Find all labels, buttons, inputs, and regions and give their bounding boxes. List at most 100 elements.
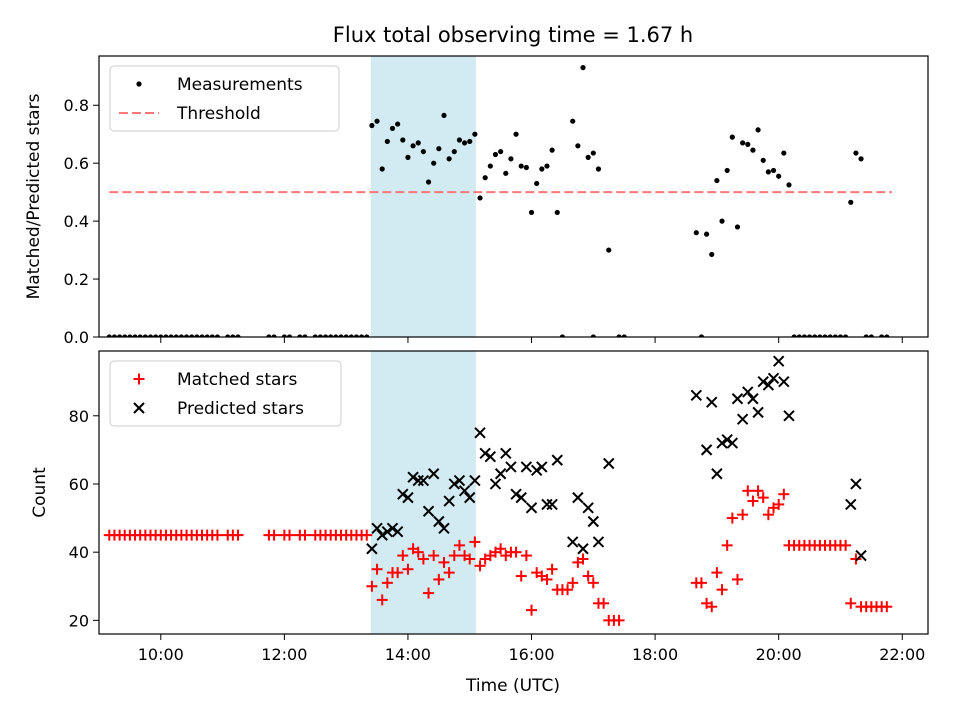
data-point <box>503 170 509 176</box>
data-point-b <box>541 498 553 511</box>
data-point <box>719 218 725 224</box>
data-point <box>590 150 596 156</box>
data-point-b <box>577 543 589 555</box>
data-point-b <box>855 549 867 562</box>
data-point <box>209 334 215 337</box>
legend-label: Threshold <box>176 104 261 124</box>
data-point <box>359 334 365 337</box>
data-point <box>863 334 869 337</box>
data-point-b <box>391 526 404 538</box>
data-point <box>757 375 769 388</box>
data-point <box>817 334 823 337</box>
legend: Measurements Threshold <box>109 65 340 132</box>
data-point <box>698 334 705 337</box>
data-point <box>801 334 808 337</box>
data-point <box>843 334 849 337</box>
series-matched-stars <box>103 485 893 626</box>
data-point <box>371 563 383 575</box>
data-point <box>153 334 159 337</box>
data-point <box>178 334 184 337</box>
data-point <box>562 584 574 596</box>
data-point-b <box>412 474 424 487</box>
data-point <box>116 334 123 337</box>
data-point <box>530 464 543 477</box>
data-point <box>760 157 766 163</box>
x-tick-label: 22:00 <box>879 645 925 664</box>
data-point <box>417 553 429 565</box>
axes-frame <box>98 55 929 338</box>
legend-label: Predicted stars <box>177 399 304 419</box>
data-point <box>592 536 605 548</box>
data-point <box>500 447 512 459</box>
data-point-b <box>458 485 471 497</box>
data-point <box>469 474 481 487</box>
data-point <box>472 131 478 137</box>
data-point <box>211 529 223 541</box>
data-point <box>328 334 334 337</box>
data-point <box>714 177 720 184</box>
data-point <box>397 488 409 500</box>
data-point <box>544 163 550 169</box>
data-point <box>194 334 200 337</box>
data-point-b <box>850 478 862 490</box>
data-point <box>487 163 493 169</box>
data-point <box>266 334 272 337</box>
data-point <box>770 167 777 174</box>
data-point <box>750 147 756 153</box>
data-point <box>837 334 844 337</box>
data-point <box>840 539 852 551</box>
data-point <box>603 457 615 470</box>
data-point-b <box>716 437 728 449</box>
data-point <box>284 529 296 541</box>
data-point <box>495 543 507 555</box>
data-point <box>850 478 862 490</box>
x-tick-label: 16:00 <box>508 645 554 664</box>
data-point-b <box>567 536 579 548</box>
data-point <box>441 112 447 118</box>
data-point <box>431 160 437 166</box>
data-point <box>111 334 118 337</box>
data-point <box>322 334 329 337</box>
data-point <box>606 247 612 253</box>
data-point <box>443 567 455 579</box>
data-point <box>415 140 421 146</box>
shaded-interval <box>370 56 476 337</box>
data-point <box>884 334 890 337</box>
data-point <box>742 485 754 497</box>
data-point <box>762 509 774 521</box>
data-point-b <box>736 413 749 425</box>
data-point <box>582 502 594 514</box>
data-point-b <box>371 522 383 535</box>
data-point-b <box>726 437 739 449</box>
data-point-b <box>690 389 702 402</box>
data-point <box>230 334 236 337</box>
data-point <box>508 156 514 162</box>
data-point <box>778 488 790 500</box>
data-point <box>474 427 486 439</box>
data-point <box>142 334 148 337</box>
data-point <box>183 334 190 337</box>
data-point <box>590 334 596 337</box>
data-point <box>271 334 277 337</box>
y-tick-label: 80 <box>69 407 89 426</box>
data-point <box>747 495 759 507</box>
data-point <box>498 148 504 155</box>
data-point <box>549 147 555 153</box>
data-point <box>400 137 406 143</box>
legend-symbol-b <box>133 402 145 414</box>
data-point <box>845 597 857 609</box>
data-point <box>580 64 586 71</box>
data-point <box>366 580 378 592</box>
data-point <box>386 522 399 535</box>
data-point-b <box>582 502 594 514</box>
data-point <box>389 125 396 132</box>
data-point <box>317 334 324 337</box>
data-point <box>438 522 450 535</box>
data-point <box>572 491 584 504</box>
y-axis-label: Count <box>30 467 50 518</box>
data-point <box>570 118 576 124</box>
data-point <box>731 573 743 585</box>
data-point <box>173 334 179 337</box>
data-point-b <box>448 478 460 490</box>
data-point <box>541 573 553 585</box>
